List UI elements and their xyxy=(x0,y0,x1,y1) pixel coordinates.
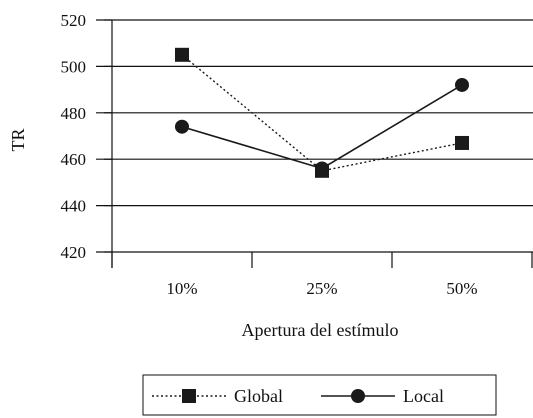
series-local xyxy=(175,77,469,176)
legend-items: Global Local xyxy=(152,386,444,406)
legend-box xyxy=(142,374,497,416)
y-axis-title: TR xyxy=(8,128,28,151)
data-point-local xyxy=(455,77,469,92)
data-point-global xyxy=(455,135,469,150)
x-tick-label: 50% xyxy=(446,279,477,298)
y-tick-label: 420 xyxy=(61,243,87,262)
data-point-local xyxy=(175,119,189,134)
legend-item-local: Local xyxy=(321,386,444,406)
gridlines xyxy=(96,19,533,253)
series-layer xyxy=(175,47,469,178)
y-tick-label: 520 xyxy=(61,11,87,30)
legend-label-global: Global xyxy=(234,386,283,406)
x-tick-label: 10% xyxy=(166,279,197,298)
y-tick-label: 500 xyxy=(61,57,87,76)
legend-marker-global xyxy=(182,389,196,403)
legend-item-global: Global xyxy=(152,386,283,406)
x-axis-title: Apertura del estímulo xyxy=(242,320,399,340)
series-line-local xyxy=(181,84,463,170)
y-tick-label: 480 xyxy=(61,104,87,123)
y-tick-label: 440 xyxy=(61,197,87,216)
legend-label-local: Local xyxy=(403,386,444,406)
data-point-global xyxy=(175,47,189,62)
data-point-local xyxy=(315,161,329,176)
x-tick-label: 25% xyxy=(306,279,337,298)
legend-marker-local xyxy=(351,389,365,403)
y-tick-label: 460 xyxy=(61,150,87,169)
legend: Global Local xyxy=(142,374,497,416)
axes: 420 440 460 480 500 520 10% 25% 50% xyxy=(61,11,533,298)
